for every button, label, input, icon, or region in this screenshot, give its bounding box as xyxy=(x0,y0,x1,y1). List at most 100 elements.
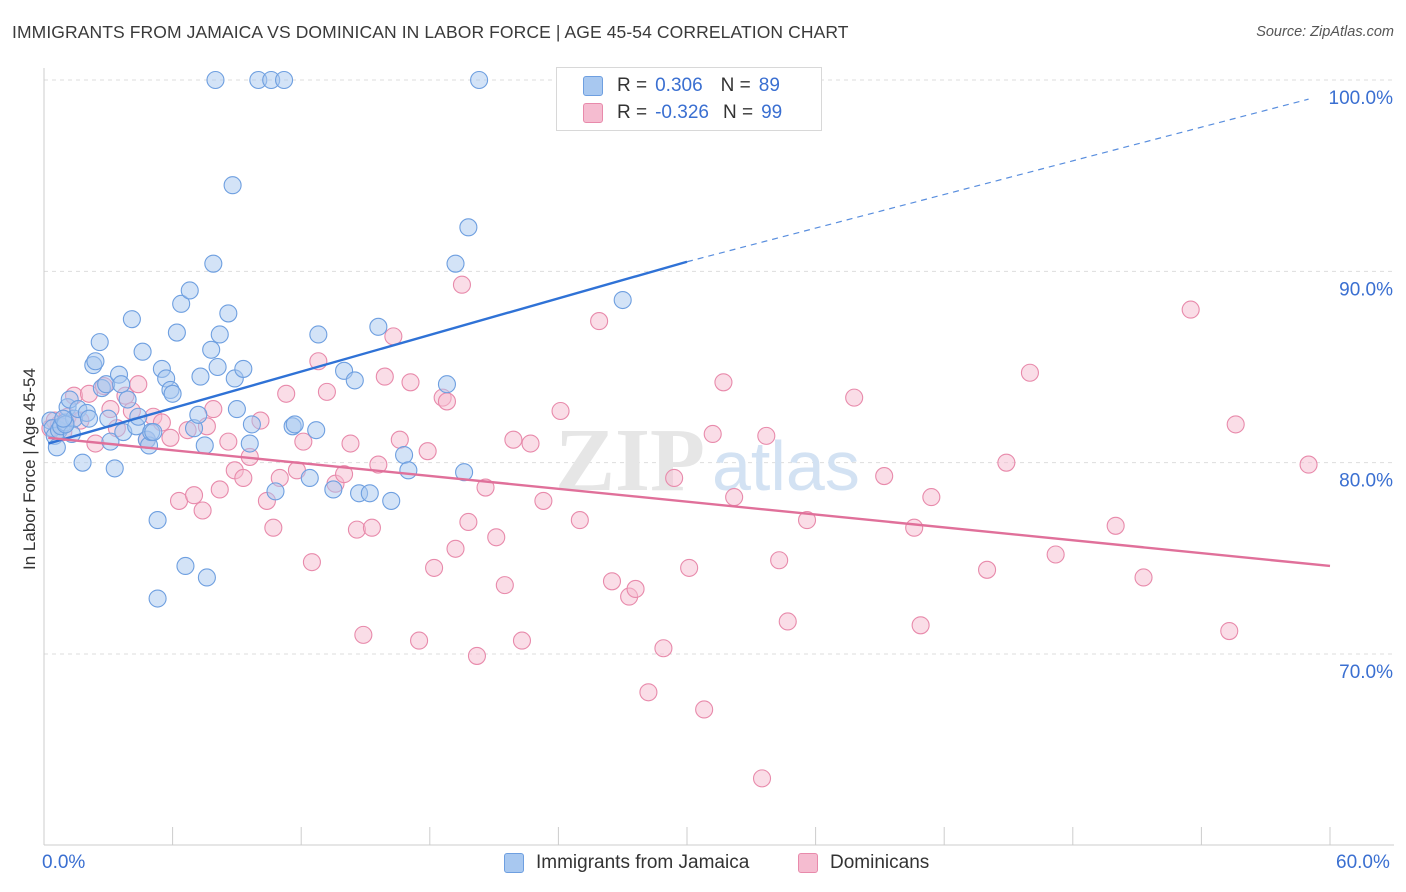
jamaica-point xyxy=(223,176,242,195)
dominican-point xyxy=(1220,621,1239,641)
watermark-zip: ZIP xyxy=(555,411,705,510)
dominican-point xyxy=(459,512,478,532)
n-label: N = xyxy=(722,102,754,123)
jamaica-point xyxy=(86,352,105,371)
dominican-point xyxy=(725,488,744,507)
dominican-point xyxy=(602,572,622,591)
jamaica-point xyxy=(148,511,167,530)
dominican-point xyxy=(665,468,684,488)
jamaica-point xyxy=(324,480,343,499)
jamaica-point xyxy=(382,491,401,510)
jamaica-swatch xyxy=(583,76,603,96)
dominican-point xyxy=(467,646,487,665)
dominican-point xyxy=(534,491,553,510)
jamaica-point xyxy=(167,323,186,342)
dominican-point xyxy=(302,553,321,572)
jamaica-point xyxy=(172,294,191,313)
y-tick-labels: 70.0% 80.0% 90.0% 100.0% xyxy=(1329,88,1394,683)
jamaica-point xyxy=(300,468,319,488)
jamaica-point xyxy=(395,445,414,465)
jamaica-point xyxy=(309,325,328,344)
dominican-point xyxy=(487,528,506,547)
dominican-point xyxy=(695,700,714,719)
jamaica-point xyxy=(613,290,632,310)
trend-lines xyxy=(47,98,1331,568)
dominican-point xyxy=(317,382,336,401)
dominican-point xyxy=(911,616,930,635)
dominican-point xyxy=(757,426,776,445)
jamaica-point xyxy=(307,421,326,440)
dominican-point xyxy=(1020,363,1039,382)
dominican-point xyxy=(401,373,420,392)
jamaica-point xyxy=(459,218,478,237)
jamaica-point xyxy=(79,409,99,428)
jamaica-points xyxy=(41,70,632,608)
jamaica-point xyxy=(242,415,261,434)
jamaica-point xyxy=(148,589,167,608)
dominican-point xyxy=(570,511,589,530)
dominican-point xyxy=(354,625,373,644)
jamaica-point xyxy=(163,384,182,403)
jamaica-point xyxy=(437,375,456,394)
dominican-point xyxy=(234,468,253,488)
dominican-point xyxy=(204,400,223,419)
dominican-point xyxy=(590,312,609,331)
dominican-points xyxy=(41,275,1318,788)
dominican-point xyxy=(714,373,733,392)
dominican-point xyxy=(1226,415,1245,434)
jamaica-point xyxy=(73,453,92,472)
dominican-point xyxy=(1181,300,1200,319)
dominican-point xyxy=(347,520,366,539)
jamaica-trend-extension xyxy=(686,98,1309,263)
jamaica-point xyxy=(455,463,474,482)
dominican-point xyxy=(770,551,789,570)
jamaica-point xyxy=(112,375,131,394)
legend-item-dominican: Dominicans xyxy=(798,852,929,874)
jamaica-point xyxy=(90,333,109,352)
legend-item-jamaica: Immigrants from Jamaica xyxy=(504,852,749,874)
legend-item-label: Immigrants from Jamaica xyxy=(536,852,750,873)
jamaica-point xyxy=(275,70,294,90)
dominican-trend-line xyxy=(48,436,1331,568)
jamaica-point xyxy=(191,367,210,386)
dominican-point xyxy=(752,769,772,788)
dominican-point xyxy=(654,639,673,658)
dominican-point xyxy=(626,579,645,598)
dominican-point xyxy=(169,491,189,510)
dominican-point xyxy=(1299,455,1318,474)
jamaica-point xyxy=(234,359,253,378)
jamaica-point xyxy=(208,357,227,377)
dominican-point xyxy=(845,388,864,407)
dominican-point xyxy=(504,430,523,449)
bottom-legend: Immigrants from Jamaica Dominicans xyxy=(0,852,1406,878)
jamaica-point xyxy=(369,317,388,336)
dominican-point xyxy=(369,455,388,474)
dominican-point xyxy=(452,275,472,294)
n-value: 89 xyxy=(758,75,780,96)
jamaica-point xyxy=(285,415,304,434)
dominican-point xyxy=(193,501,212,520)
jamaica-point xyxy=(195,436,214,455)
dominican-point xyxy=(390,430,409,449)
dominican-point xyxy=(476,478,495,497)
dominican-point xyxy=(362,518,381,537)
jamaica-point xyxy=(54,409,73,428)
jamaica-point xyxy=(240,434,259,453)
jamaica-point xyxy=(180,281,199,300)
jamaica-point xyxy=(189,405,208,424)
dominican-point xyxy=(210,480,229,499)
jamaica-point xyxy=(470,70,489,90)
jamaica-point xyxy=(206,70,225,90)
y-tick-label: 100.0% xyxy=(1329,88,1394,109)
legend-item-label: Dominicans xyxy=(830,852,930,873)
jamaica-swatch xyxy=(504,853,524,873)
dominican-point xyxy=(778,612,797,631)
r-value: -0.326 xyxy=(655,102,709,123)
dominican-point xyxy=(639,683,658,702)
dominican-point xyxy=(703,424,722,444)
axes xyxy=(43,68,1394,846)
dominican-point xyxy=(425,558,444,577)
jamaica-point xyxy=(446,254,465,273)
dominican-swatch xyxy=(798,853,818,873)
legend-row-jamaica: R = 0.306 N = 89 xyxy=(583,74,780,98)
